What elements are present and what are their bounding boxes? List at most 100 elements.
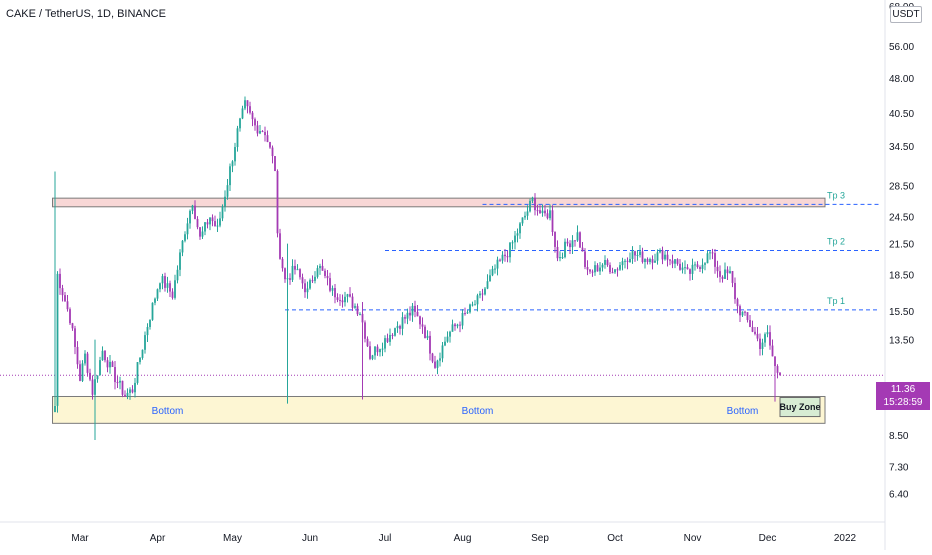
candle xyxy=(674,258,676,269)
candle xyxy=(649,257,651,265)
candle xyxy=(79,360,81,382)
candle xyxy=(424,324,426,339)
candle xyxy=(151,302,154,321)
candle-body xyxy=(204,222,206,232)
candle xyxy=(314,271,316,284)
candle xyxy=(741,311,744,317)
candle xyxy=(434,355,436,369)
candle-body xyxy=(176,269,179,281)
candle-body xyxy=(484,288,486,295)
candle xyxy=(694,261,696,271)
candle-body xyxy=(379,349,381,353)
candle-body xyxy=(756,333,759,339)
candle-body xyxy=(89,372,91,380)
time-tick-label: Apr xyxy=(150,533,166,544)
candle-body xyxy=(649,259,651,263)
last-price-value: 11.36 xyxy=(890,384,916,395)
candle-body xyxy=(426,335,429,339)
candle xyxy=(186,217,189,240)
candle-body xyxy=(209,217,211,225)
candle xyxy=(606,258,609,267)
time-tick-label: Dec xyxy=(759,533,777,544)
candle-body xyxy=(214,221,216,227)
candle-countdown: 15:28:59 xyxy=(883,397,923,408)
candle xyxy=(461,309,464,330)
candle xyxy=(99,356,101,376)
candle xyxy=(239,117,241,132)
candle xyxy=(174,274,176,300)
candle xyxy=(199,227,201,240)
candle xyxy=(634,250,636,262)
candle-body xyxy=(414,305,416,312)
candle-body xyxy=(724,269,726,279)
candle-body xyxy=(544,210,546,214)
candle-body xyxy=(571,240,574,248)
candle xyxy=(704,262,706,271)
candle xyxy=(476,293,479,312)
candle-body xyxy=(579,232,581,248)
candle-body xyxy=(739,306,741,316)
candle xyxy=(511,240,514,250)
candle-body xyxy=(81,363,84,381)
candle xyxy=(656,249,659,265)
candle-body xyxy=(616,269,619,271)
candle-body xyxy=(766,332,769,335)
candle xyxy=(691,258,694,280)
candle-body xyxy=(491,268,494,276)
candle xyxy=(236,125,239,152)
candle-body xyxy=(329,278,331,291)
candle xyxy=(586,260,589,276)
candle xyxy=(329,272,331,293)
candle xyxy=(576,225,579,242)
candle xyxy=(91,375,94,400)
candle-body xyxy=(586,266,589,270)
candle xyxy=(234,142,236,166)
candle-body xyxy=(704,263,706,265)
candle xyxy=(454,322,456,331)
candle-body xyxy=(669,259,671,261)
candle xyxy=(69,307,71,325)
candle-body xyxy=(159,283,161,290)
candle xyxy=(141,349,144,360)
candle-body xyxy=(281,258,284,269)
candle-body xyxy=(251,112,254,120)
candle xyxy=(541,204,544,217)
candle xyxy=(156,288,159,301)
candle-body xyxy=(511,242,514,244)
candle-body xyxy=(201,231,204,237)
candle xyxy=(129,387,131,400)
candle xyxy=(709,250,711,260)
candle-body xyxy=(494,268,496,270)
candle xyxy=(336,293,339,303)
candle xyxy=(601,263,604,272)
candle-body xyxy=(401,317,404,329)
candle xyxy=(201,226,204,239)
candle xyxy=(376,344,379,356)
candle xyxy=(371,354,374,361)
candle xyxy=(604,255,606,269)
candle-body xyxy=(96,375,99,380)
candle xyxy=(404,314,406,324)
candle-body xyxy=(216,225,219,227)
currency-button[interactable]: USDT xyxy=(890,6,922,23)
candle xyxy=(659,248,661,254)
candle-body xyxy=(409,312,411,316)
candle-body xyxy=(736,299,739,307)
candle-body xyxy=(564,241,566,258)
candle xyxy=(61,284,64,302)
candle-body xyxy=(634,251,636,256)
candle-body xyxy=(434,361,436,368)
candle-body xyxy=(604,260,606,265)
candle xyxy=(479,290,481,299)
candle xyxy=(489,269,491,282)
candle xyxy=(294,259,296,275)
candle-body xyxy=(371,355,374,359)
candle-body xyxy=(404,317,406,319)
candle-body xyxy=(469,304,471,313)
candle xyxy=(231,160,234,173)
candle xyxy=(161,273,164,290)
candle xyxy=(766,325,769,338)
candle-body xyxy=(119,380,121,383)
